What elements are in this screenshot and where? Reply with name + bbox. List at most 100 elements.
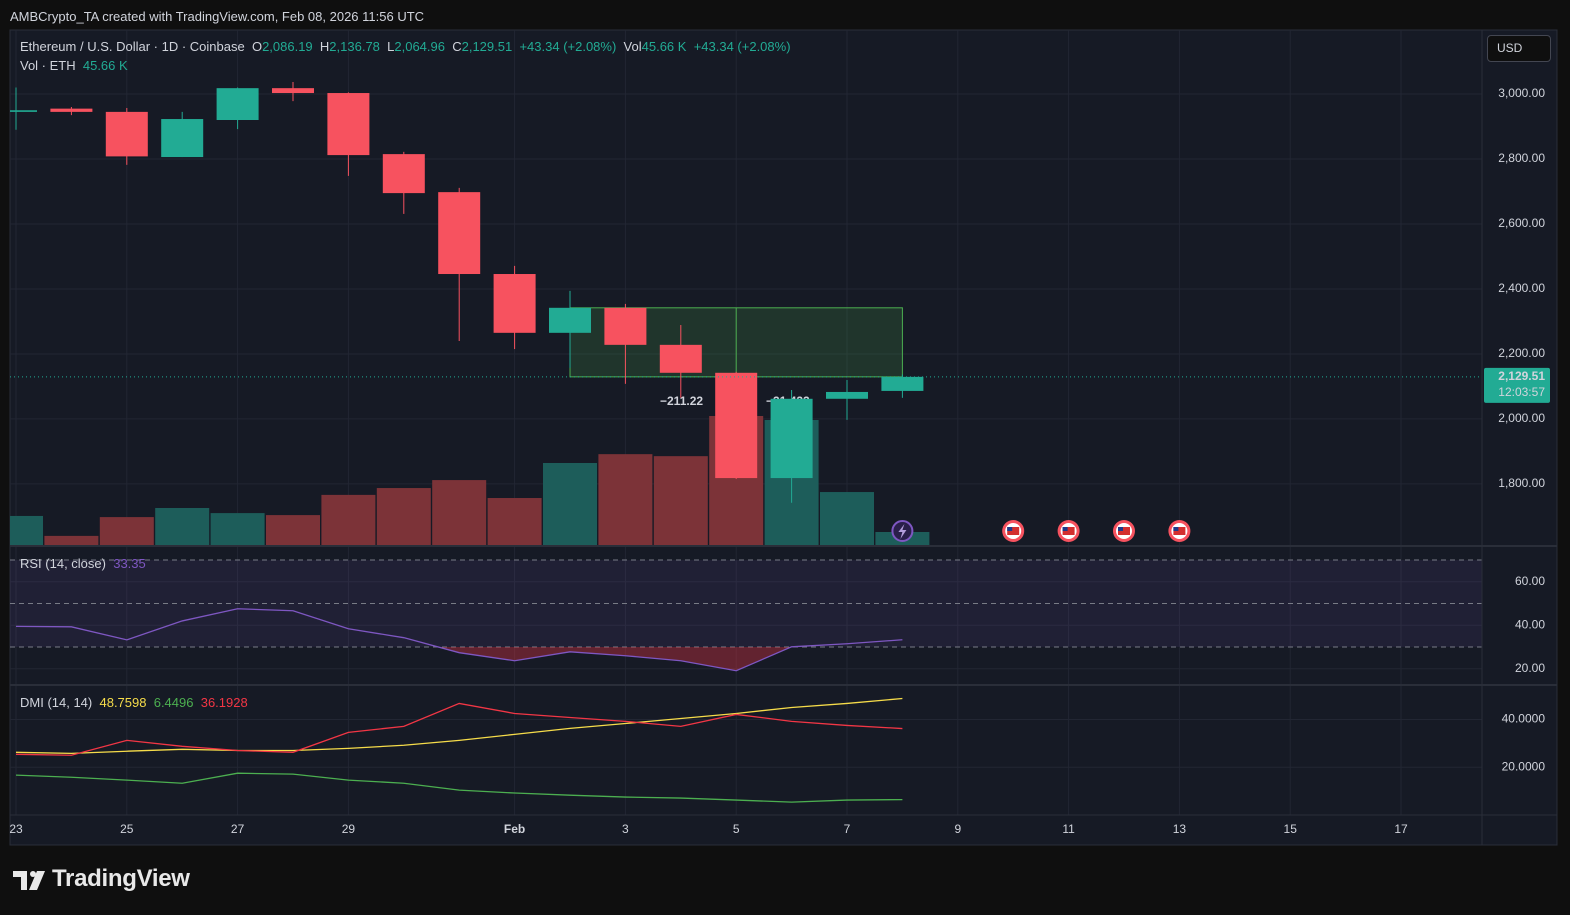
legend-line: Ethereum / U.S. Dollar · 1D · Coinbase O… (20, 39, 791, 54)
event-flag (1007, 527, 1020, 535)
oversold-fill (16, 647, 903, 671)
label: Vol · ETH (20, 58, 76, 73)
volume-bar (10, 515, 43, 545)
price-tag-label: 2,129.51 (1498, 369, 1545, 383)
candle-body (438, 192, 481, 275)
candle-body (659, 344, 702, 373)
event-flag (1062, 527, 1075, 535)
candle-body (549, 307, 591, 333)
label: DMI (14, 14) (20, 695, 93, 710)
value: +43.34 (+2.08%) (519, 39, 617, 54)
candle-body (10, 110, 37, 112)
volume-bar (543, 462, 597, 545)
x-tick-label: 25 (120, 822, 134, 836)
x-tick-label: 29 (342, 822, 356, 836)
countdown-label: 12:03:57 (1498, 385, 1545, 399)
value: 2,064.96 (394, 39, 445, 54)
dmi-legend: DMI (14, 14) 48.7598 6.4496 36.1928 (20, 695, 248, 710)
candle-body (826, 391, 868, 399)
y-tick-label: 2,200.00 (1498, 346, 1545, 360)
x-tick-label: 11 (1062, 822, 1075, 836)
value: 2,086.19 (262, 39, 313, 54)
legend-line: Vol · ETH 45.66 K (20, 58, 128, 73)
candle-body (105, 111, 148, 157)
value: 33.35 (113, 556, 146, 571)
volume-bar (376, 488, 431, 545)
candle-body (50, 108, 93, 112)
x-tick-label: 3 (622, 822, 629, 836)
candle-body (272, 88, 314, 94)
label: Vol (623, 39, 642, 54)
event-flag (1062, 527, 1068, 531)
x-tick-label: 5 (733, 822, 740, 836)
event-flag (1173, 527, 1186, 535)
event-flag (1007, 527, 1013, 531)
value: 45.66 K (641, 39, 687, 54)
y-tick-label: 40.0000 (1502, 712, 1546, 726)
value: +43.34 (+2.08%) (693, 39, 791, 54)
value: 2,136.78 (329, 39, 380, 54)
volume-bar (653, 456, 708, 545)
y-tick-label: 20.0000 (1502, 759, 1546, 773)
y-tick-label: 60.00 (1515, 574, 1545, 588)
x-tick-label: 9 (954, 822, 961, 836)
y-tick-label: 20.00 (1515, 661, 1545, 675)
x-tick-label: 15 (1284, 822, 1298, 836)
x-tick-label: 7 (844, 822, 851, 836)
volume-bar (432, 480, 487, 545)
volume-bar (99, 517, 154, 545)
y-tick-label: 40.00 (1515, 617, 1545, 631)
volume-bar (266, 515, 320, 545)
candle-body (493, 274, 536, 333)
value: 36.1928 (200, 695, 248, 710)
candle-body (161, 119, 204, 158)
y-tick-label: 3,000.00 (1498, 86, 1545, 100)
candle-body (715, 372, 758, 479)
candle-body (382, 154, 425, 194)
event-flag (1118, 527, 1130, 535)
x-tick-label: 17 (1394, 822, 1408, 836)
y-tick-label: 1,800.00 (1498, 476, 1545, 490)
volume-bar (487, 498, 542, 545)
candle-body (881, 376, 924, 391)
candle-body (770, 398, 813, 479)
currency-button[interactable]: USD (1487, 35, 1551, 62)
volume-bar (44, 535, 99, 545)
indicator-line (15, 697, 903, 755)
annotation: −211.22 (660, 394, 703, 408)
plot-area: −211.22−31,422 (10, 30, 1482, 815)
value: 45.66 K (82, 58, 128, 73)
label: H (319, 39, 330, 54)
volume-bar (321, 494, 376, 545)
price-tag (1484, 367, 1550, 403)
indicator-line (15, 608, 903, 672)
event-bolt (898, 524, 907, 539)
label: O (251, 39, 263, 54)
volume-bar (820, 492, 874, 545)
volume-bar (210, 513, 265, 545)
value: 48.7598 (99, 695, 147, 710)
event-flag (1173, 527, 1179, 531)
label: C (452, 39, 462, 54)
y-tick-label: 2,800.00 (1498, 151, 1545, 165)
y-tick-label: 2,600.00 (1498, 216, 1545, 230)
logo-icon (13, 871, 45, 890)
label: RSI (14, close) (20, 556, 106, 571)
credit: AMBCrypto_TA created with TradingView.co… (10, 9, 425, 24)
symbol: Ethereum / U.S. Dollar · 1D · Coinbase (20, 39, 245, 54)
x-tick-label: 27 (231, 822, 245, 836)
x-tick-label: Feb (504, 822, 525, 836)
volume-bar (155, 507, 210, 545)
x-tick-label: 13 (1173, 822, 1187, 836)
indicator-line (15, 702, 903, 756)
x-tick-label: 23 (9, 822, 23, 836)
brand: TradingView (52, 865, 190, 892)
label: L (387, 39, 395, 54)
y-tick-label: 2,000.00 (1498, 411, 1545, 425)
volume-bar (598, 454, 653, 545)
candle-body (327, 93, 370, 156)
rsi-legend: RSI (14, close) 33.35 (20, 556, 146, 571)
event-flag (1118, 527, 1123, 531)
